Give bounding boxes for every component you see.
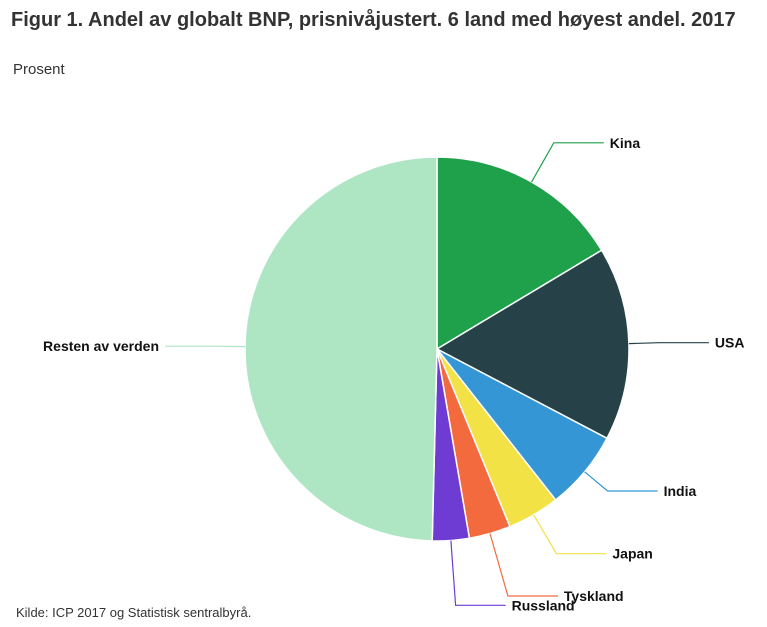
leader-line-india: [584, 471, 658, 492]
slice-label-russland: Russland: [512, 597, 575, 613]
source-note: Kilde: ICP 2017 og Statistisk sentralbyr…: [16, 605, 252, 620]
chart-subtitle: Prosent: [13, 61, 65, 78]
slice-label-kina: Kina: [610, 135, 641, 151]
leader-line-russland: [450, 540, 506, 606]
slice-label-resten-av-verden: Resten av verden: [43, 338, 159, 354]
slice-label-japan: Japan: [612, 546, 652, 562]
slice-label-tyskland: Tyskland: [564, 588, 624, 604]
chart-title: Figur 1. Andel av globalt BNP, prisnivåj…: [11, 9, 736, 31]
leader-line-kina: [531, 142, 604, 183]
slice-label-usa: USA: [715, 335, 745, 351]
leader-line-usa: [628, 342, 709, 345]
slice-label-india: India: [664, 483, 697, 499]
pie-slice-kina: [436, 156, 603, 350]
leader-line-tyskland: [489, 533, 558, 597]
leader-line-japan: [533, 514, 607, 555]
pie-slice-resten-av-verden: [244, 156, 438, 542]
